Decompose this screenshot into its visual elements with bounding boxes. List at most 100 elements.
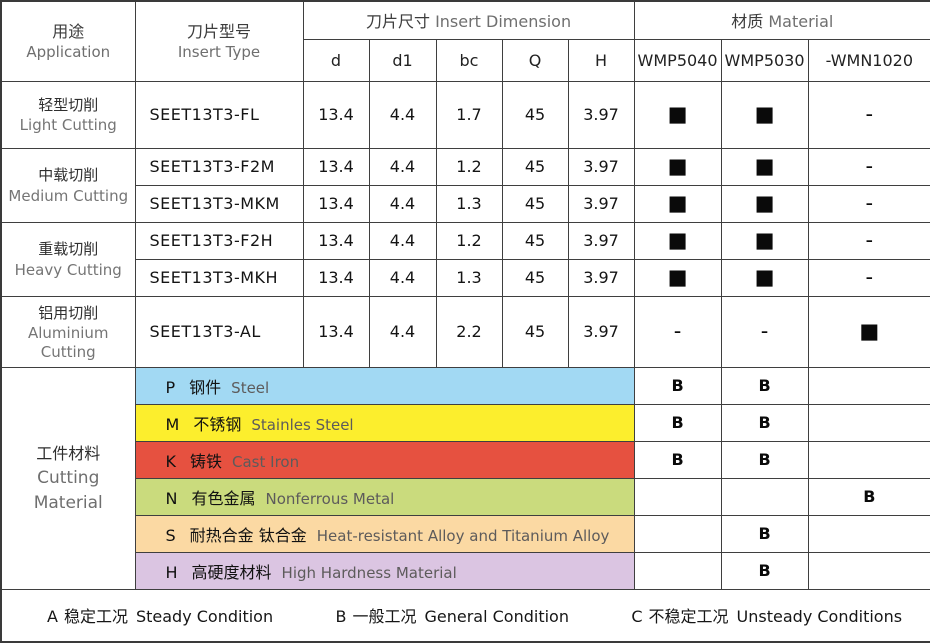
material-en: Steel [231,378,270,397]
material-band-h: H 高硬度材料 High Hardness Material [134,551,635,590]
material-zh: 铸铁 [190,451,223,471]
grade-mark-wmp5030: B [720,514,809,553]
insert-type-cell: SEET13T3-AL [134,295,304,368]
application-cell-heavy: 重载切削 Heavy Cutting [0,221,136,297]
legend-zh: 稳定工况 [63,607,128,627]
material-en: Cast Iron [232,452,300,471]
dim-q: 45 [501,258,569,297]
table-row-mkm: SEET13T3-MKM 13.4 4.4 1.3 45 3.97 ■ ■ - [1,184,930,223]
grade-mark-wmp5030 [720,477,809,516]
mark-wmp5030: ■ [720,221,809,260]
dim-d: 13.4 [302,184,370,223]
header-dimension-group: 刀片尺寸 Insert Dimension [302,0,635,40]
material-band-k: K 铸铁 Cast Iron [134,440,635,479]
application-cell-light: 轻型切削 Light Cutting [0,80,136,149]
table-row-f2h: 重载切削 Heavy Cutting SEET13T3-F2H 13.4 4.4… [0,221,930,297]
col-header-d: d [302,38,370,82]
material-zh: 钢件 [189,377,222,397]
dim-bc: 2.2 [435,295,503,368]
grade-mark-wmp5040: B [633,366,722,405]
legend-row: A 稳定工况 Steady Condition B 一般工况 General Condi… [0,588,930,643]
legend-zh: 不稳定工况 [648,607,729,627]
condition-legend: A 稳定工况 Steady Condition B 一般工况 General Condi… [2,603,930,627]
dim-d1: 4.4 [368,221,437,260]
material-band-m: M 不锈钢 Stainles Steel [134,403,635,442]
mark-wmn1020: - [807,147,930,186]
application-cell-medium: 中载切削 Medium Cutting [0,147,136,223]
insert-type-cell: SEET13T3-MKH [134,258,304,297]
material-en: Stainles Steel [251,415,354,434]
dim-d1: 4.4 [368,258,437,297]
application-zh: 轻型切削 [38,95,99,114]
cutting-material-en1: Cutting [37,468,100,489]
dim-q: 45 [501,147,569,186]
header-group-row: 用途 Application 刀片型号 Insert Type 刀片尺寸 Ins… [0,0,930,82]
header-application-zh: 用途 [52,22,85,42]
dim-q: 45 [501,295,569,368]
insert-type-cell: SEET13T3-MKM [134,184,304,223]
mark-wmp5030: ■ [720,80,809,149]
legend-code: C [631,607,643,627]
material-zh: 耐热合金 钛合金 [189,525,307,545]
material-en: High Hardness Material [281,563,457,582]
mark-wmp5030: ■ [720,147,809,186]
dim-bc: 1.2 [435,221,503,260]
grade-mark-wmp5030: B [720,366,809,405]
col-header-h: H [567,38,635,82]
legend-en: Unsteady Conditions [736,607,903,627]
cutting-material-en2: Material [33,492,103,513]
dim-h: 3.97 [567,258,635,297]
dim-d1: 4.4 [368,295,437,368]
header-dimension-en: Insert Dimension [435,12,572,32]
col-header-wmp5030: WMP5030 [720,38,809,82]
application-en: Light Cutting [19,116,117,135]
material-code: M [165,414,180,434]
cutting-material-label: 工件材料 Cutting Material [0,366,136,590]
dim-h: 3.97 [567,221,635,260]
application-cell-aluminium: 铝用切削 Aluminium Cutting [0,295,136,368]
dim-d: 13.4 [302,295,370,368]
dim-d: 13.4 [302,147,370,186]
grade-mark-wmp5040: B [633,440,722,479]
material-row-m: M 不锈钢 Stainles Steel B B [1,403,930,442]
grade-mark-wmp5030: B [720,551,809,590]
header-application: 用途 Application [0,0,136,82]
dim-h: 3.97 [567,80,635,149]
application-en: Medium Cutting [8,186,129,205]
mark-wmp5040: ■ [633,258,722,297]
mark-wmn1020: - [807,184,930,223]
dim-d1: 4.4 [368,184,437,223]
dim-bc: 1.3 [435,258,503,297]
grade-mark-wmn1020: B [807,477,930,516]
mark-wmp5030: ■ [720,184,809,223]
legend-item-c: C 不稳定工况 Unsteady Conditions [631,603,902,627]
legend-code: A [47,607,58,627]
application-zh: 重载切削 [38,240,99,259]
legend-code: B [335,607,347,627]
grade-mark-wmp5030: B [720,440,809,479]
dim-h: 3.97 [567,295,635,368]
legend-en: General Condition [424,607,569,627]
table-row-fl: 轻型切削 Light Cutting SEET13T3-FL 13.4 4.4 … [0,80,930,149]
grade-mark-wmn1020 [807,403,930,442]
table-row-f2m: 中载切削 Medium Cutting SEET13T3-F2M 13.4 4.… [0,147,930,223]
cutting-material-zh: 工件材料 [36,443,101,463]
material-en: Heat-resistant Alloy and Titanium Alloy [316,526,610,545]
mark-wmn1020: - [807,80,930,149]
legend-item-a: A 稳定工况 Steady Condition [47,603,273,627]
application-en: Aluminium Cutting [27,324,109,361]
header-insert-type-zh: 刀片型号 [186,22,251,42]
mark-wmp5030: ■ [720,258,809,297]
dim-q: 45 [501,80,569,149]
dim-q: 45 [501,184,569,223]
material-row-k: K 铸铁 Cast Iron B B [1,440,930,479]
header-material-zh: 材质 [731,12,764,32]
mark-wmp5040: ■ [633,147,722,186]
header-dimension-zh: 刀片尺寸 [365,12,430,32]
material-code: P [165,377,176,397]
material-code: S [165,525,176,545]
header-material-group: 材质 Material [633,0,930,40]
material-code: K [165,451,177,471]
